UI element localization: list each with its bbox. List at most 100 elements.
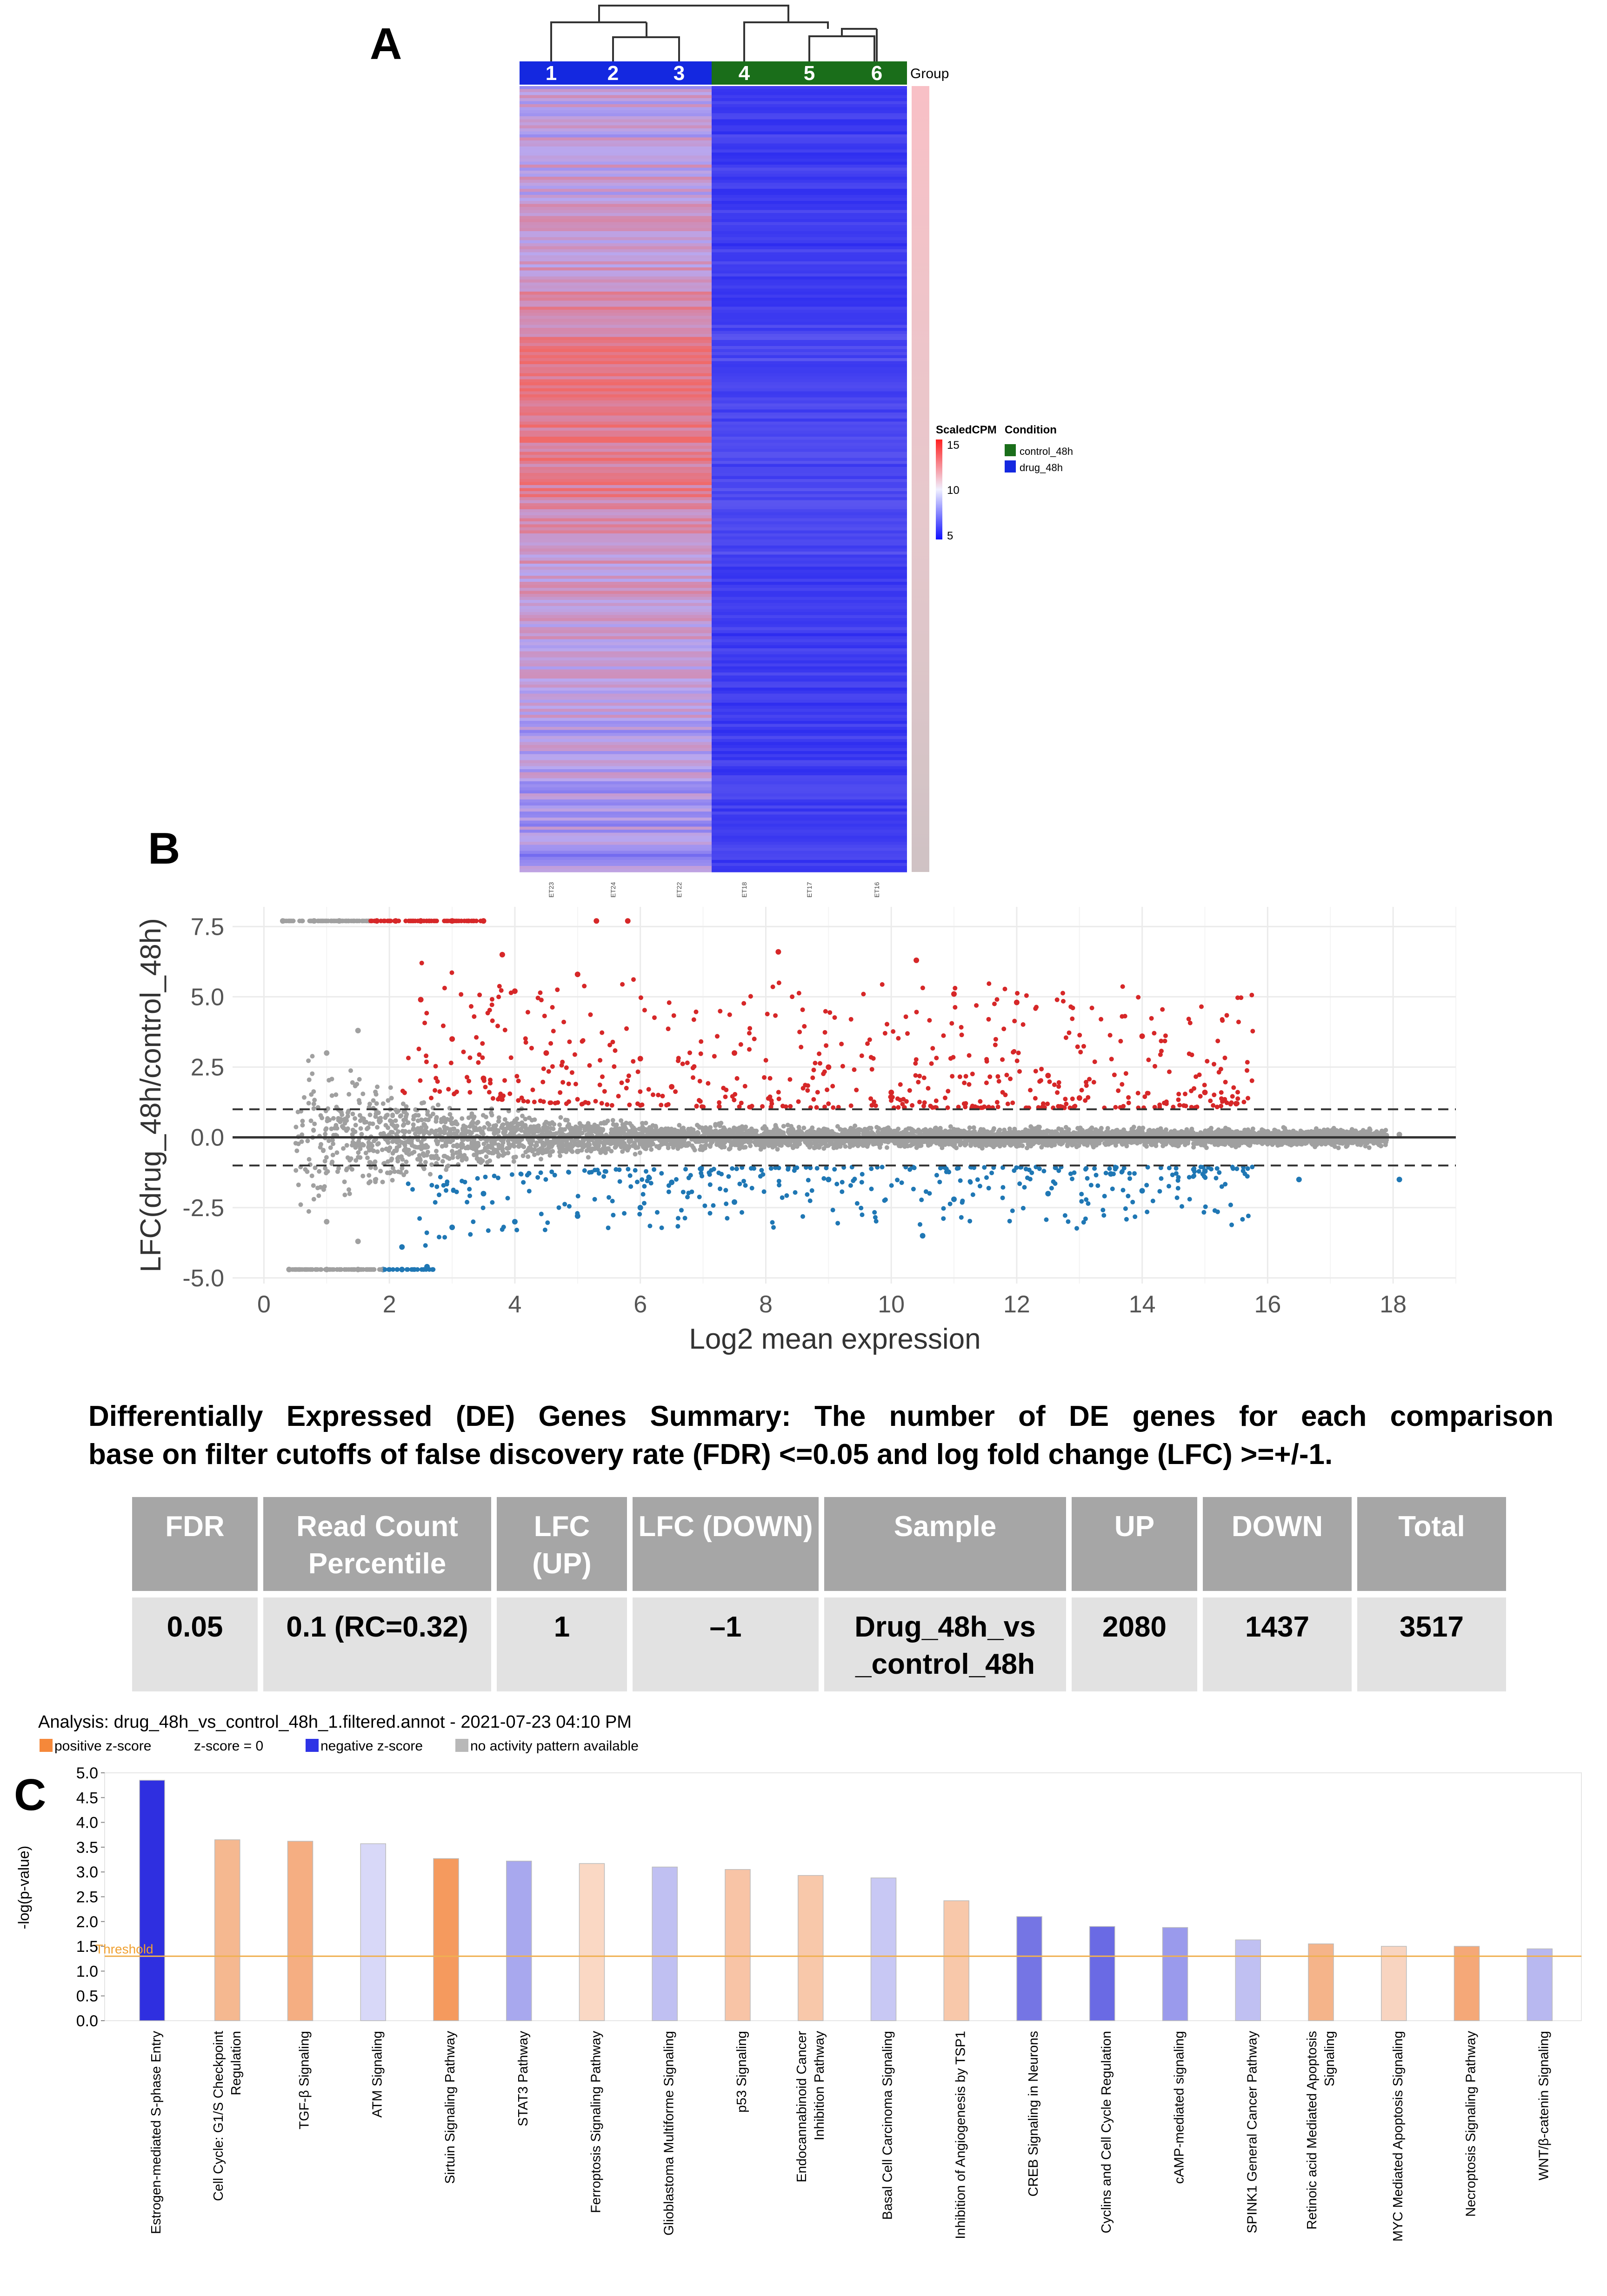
- heatmap-row-control: [712, 660, 907, 664]
- heatmap-row-drug: [520, 397, 712, 401]
- heatmap-row-drug: [520, 787, 712, 791]
- heatmap-row-control: [712, 691, 907, 694]
- heatmap-row-control: [712, 125, 907, 129]
- heatmap-row-drug: [520, 600, 712, 604]
- heatmap-row-drug: [520, 406, 712, 410]
- heatmap-row-control: [712, 576, 907, 579]
- heatmap-row-drug: [520, 267, 712, 271]
- scatter-point: [390, 1130, 395, 1135]
- heatmap-row-drug: [520, 286, 712, 289]
- heatmap-row-control: [712, 657, 907, 661]
- scatter-point: [300, 1118, 305, 1124]
- scatter-point: [367, 1112, 373, 1118]
- scatter-point: [1025, 1145, 1030, 1151]
- scatter-point: [438, 1175, 443, 1179]
- heatmap-row-drug: [520, 564, 712, 567]
- heatmap-row-control: [712, 243, 907, 247]
- heatmap-row-drug: [520, 536, 712, 540]
- sample-id-ET18: ET18: [740, 882, 748, 898]
- scatter-point: [434, 1149, 439, 1154]
- heatmap-row-drug: [520, 848, 712, 852]
- scatter-point: [461, 1137, 466, 1142]
- heatmap-row-drug: [520, 509, 712, 513]
- heatmap-row-drug: [520, 685, 712, 688]
- heatmap-row-drug: [520, 763, 712, 767]
- heatmap-row-drug: [520, 869, 712, 872]
- scatter-point: [322, 1184, 327, 1189]
- dendro-branch: [598, 5, 789, 22]
- heatmap-row-control: [712, 86, 907, 90]
- heatmap-row-control: [712, 830, 907, 833]
- heatmap-row-control: [712, 636, 907, 640]
- scale-tick-5: 5: [947, 530, 953, 542]
- heatmap-row-control: [712, 612, 907, 616]
- scatter-point: [511, 1155, 516, 1160]
- heatmap-row-control: [712, 739, 907, 743]
- scatter-point: [388, 1085, 393, 1090]
- heatmap-row-control: [712, 334, 907, 338]
- heatmap-row-drug: [520, 642, 712, 646]
- scatter-point: [396, 1169, 401, 1174]
- heatmap-row-control: [712, 219, 907, 223]
- heatmap-row-control: [712, 681, 907, 685]
- heatmap-row-drug: [520, 712, 712, 715]
- heatmap-row-control: [712, 521, 907, 525]
- heatmap-row-drug: [520, 718, 712, 721]
- heatmap-row-drug: [520, 431, 712, 434]
- heatmap-row-drug: [520, 364, 712, 368]
- scatter-point: [719, 1120, 724, 1125]
- scatter-point: [884, 1145, 889, 1150]
- heatmap-row-control: [712, 606, 907, 610]
- heatmap-row-drug: [520, 146, 712, 150]
- heatmap-row-control: [712, 703, 907, 706]
- heatmap-row-control: [712, 564, 907, 567]
- heatmap-row-control: [712, 153, 907, 156]
- heatmap-row-drug: [520, 548, 712, 552]
- heatmap-row-control: [712, 134, 907, 138]
- scatter-point: [374, 1101, 379, 1106]
- heatmap-row-drug: [520, 654, 712, 658]
- heatmap-row-control: [712, 552, 907, 555]
- heatmap-row-drug: [520, 772, 712, 776]
- scatter-point: [823, 1131, 828, 1136]
- heatmap-row-drug: [520, 796, 712, 800]
- scatter-point: [775, 1147, 780, 1152]
- scatter-point: [360, 1091, 366, 1097]
- heatmap-row-drug: [520, 155, 712, 159]
- heatmap-row-drug: [520, 107, 712, 111]
- scatter-point: [310, 1054, 315, 1059]
- heatmap-row-control: [712, 195, 907, 199]
- heatmap-row-drug: [520, 452, 712, 455]
- heatmap-row-control: [712, 760, 907, 764]
- scatter-point: [619, 1118, 624, 1123]
- scatter-point: [1164, 1127, 1168, 1132]
- heatmap-row-drug: [520, 153, 712, 156]
- heatmap-row-drug: [520, 651, 712, 655]
- scatter-point: [534, 1140, 539, 1145]
- heatmap-row-drug: [520, 304, 712, 307]
- heatmap-row-drug: [520, 639, 712, 643]
- sample-number-1: 1: [546, 62, 557, 85]
- scatter-point: [779, 1143, 784, 1148]
- heatmap-row-drug: [520, 439, 712, 443]
- scatter-point: [450, 1149, 454, 1154]
- heatmap-row-drug: [520, 703, 712, 706]
- heatmap-row-control: [712, 560, 907, 564]
- heatmap-row-drug: [520, 394, 712, 398]
- heatmap-row-drug: [520, 697, 712, 700]
- scatter-point: [502, 1117, 507, 1122]
- heatmap-row-control: [712, 201, 907, 205]
- heatmap-row-control: [712, 570, 907, 573]
- heatmap-row-drug: [520, 666, 712, 670]
- heatmap-row-control: [712, 745, 907, 749]
- scatter-point: [307, 1157, 312, 1162]
- heatmap-row-drug: [520, 542, 712, 546]
- scatter-point: [482, 1148, 487, 1153]
- heatmap-row-control: [712, 482, 907, 486]
- heatmap-row-control: [712, 161, 907, 165]
- scatter-point: [1367, 1145, 1372, 1150]
- heatmap-row-control: [712, 159, 907, 162]
- heatmap-row-drug: [520, 270, 712, 274]
- heatmap-row-control: [712, 146, 907, 150]
